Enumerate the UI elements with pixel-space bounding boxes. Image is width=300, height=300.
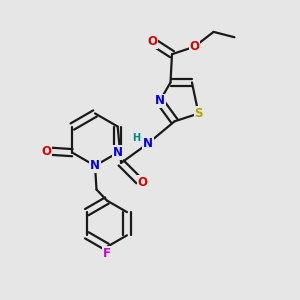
Text: H: H [133, 133, 141, 143]
Text: N: N [113, 146, 123, 159]
Text: O: O [41, 145, 52, 158]
Text: S: S [194, 107, 203, 120]
Text: O: O [148, 35, 158, 48]
Text: F: F [103, 247, 111, 260]
Text: O: O [189, 40, 199, 53]
Text: N: N [155, 94, 165, 107]
Text: N: N [90, 159, 100, 172]
Text: N: N [143, 137, 153, 150]
Text: O: O [137, 176, 148, 189]
